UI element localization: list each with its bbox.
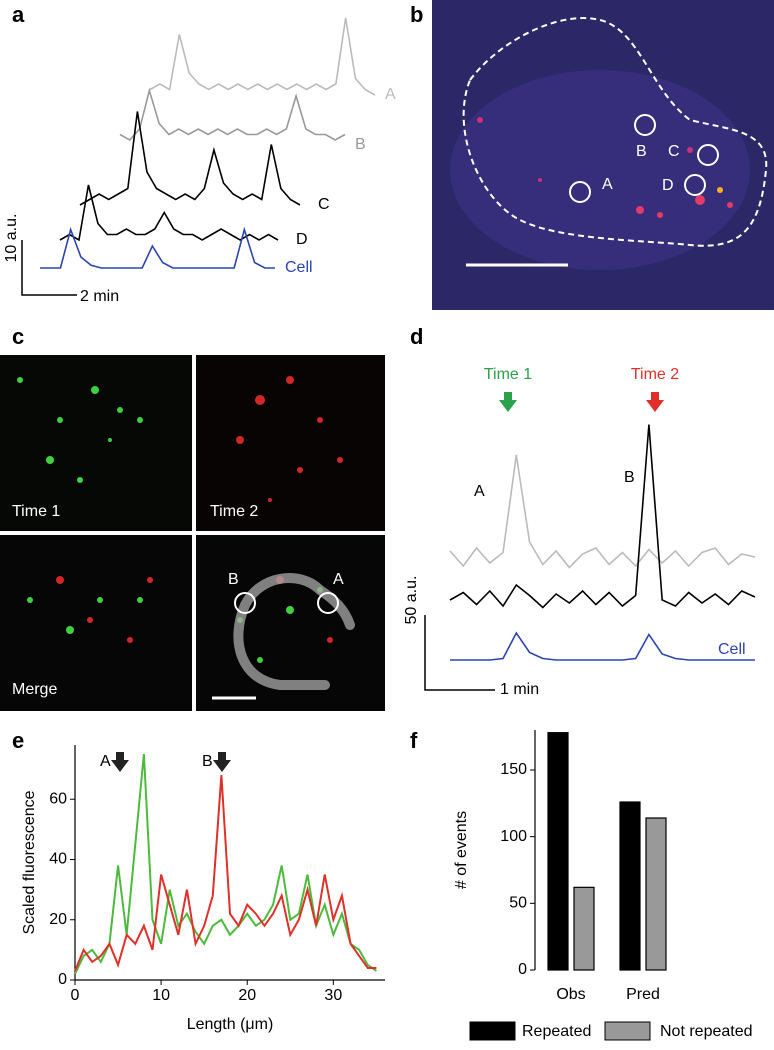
y-tick-label: 20	[49, 911, 67, 928]
trace-label: B	[355, 136, 366, 153]
trace-label: Cell	[285, 259, 313, 276]
arrow	[646, 392, 664, 412]
x-tick-label: Pred	[626, 986, 660, 1003]
axis	[74, 745, 385, 981]
bar	[645, 817, 667, 971]
panel-label: e	[12, 728, 24, 753]
bar	[547, 732, 569, 971]
trace-label: C	[318, 196, 330, 213]
y-tick-label: 50	[509, 895, 527, 912]
annotation: Time 1	[484, 366, 532, 383]
scale-bar	[424, 615, 495, 691]
legend-label: Not repeated	[660, 1023, 753, 1040]
roi-label: B	[636, 143, 647, 160]
roi-label: A	[333, 571, 344, 588]
scale-bar	[21, 240, 77, 296]
legend-swatch	[469, 1021, 516, 1041]
trace	[40, 226, 275, 269]
caption: Time 1	[12, 503, 60, 520]
y-tick-label: 0	[518, 961, 527, 978]
trace-label: D	[296, 231, 308, 248]
arrow	[499, 392, 517, 412]
y-tick-label: 100	[500, 828, 527, 845]
legend-label: Repeated	[522, 1023, 591, 1040]
x-axis-label: Length (μm)	[187, 1016, 274, 1033]
x-tick-label: Obs	[556, 986, 585, 1003]
trace-label: Cell	[718, 641, 746, 658]
bar	[619, 801, 641, 971]
x-tick-label: 10	[152, 987, 170, 1004]
y-tick-label: 0	[58, 971, 67, 988]
y-tick-label: 150	[500, 761, 527, 778]
roi-label: A	[602, 176, 613, 193]
arrow	[111, 752, 129, 772]
x-tick-label: 30	[324, 987, 342, 1004]
trace	[79, 111, 301, 206]
roi-label: D	[662, 177, 674, 194]
annotation: A	[100, 753, 111, 770]
trace-label: A	[474, 483, 485, 500]
panel-label: a	[12, 2, 25, 27]
trace	[149, 17, 376, 96]
caption: Time 2	[210, 503, 258, 520]
image-b: A B C D	[432, 0, 774, 310]
x-tick-label: 0	[71, 987, 80, 1004]
y-axis-label: Scaled fluorescence	[21, 790, 38, 934]
scale-bar-label: 50 a.u.	[403, 576, 420, 625]
image-c: Time 1 Time 2 Merge B A	[0, 355, 385, 711]
trace-label: A	[385, 86, 396, 103]
trace	[119, 87, 346, 142]
line	[74, 753, 377, 975]
trace	[449, 424, 756, 609]
panel-label: d	[410, 324, 423, 349]
scale-bar-label: 10 a.u.	[3, 214, 20, 263]
panel-label: f	[410, 728, 418, 753]
roi-label: C	[668, 143, 680, 160]
roi-label: B	[228, 571, 239, 588]
legend-swatch	[604, 1021, 651, 1041]
scale-bar-label: 1 min	[500, 681, 539, 698]
x-tick-label: 20	[238, 987, 256, 1004]
caption: Merge	[12, 681, 57, 698]
annotation: B	[202, 753, 213, 770]
trace	[450, 631, 755, 661]
arrow	[213, 752, 231, 772]
bar	[573, 886, 595, 971]
panel-label: b	[410, 2, 423, 27]
scale-bar-label: 2 min	[80, 288, 119, 305]
panel-label: c	[12, 324, 24, 349]
y-tick-label: 40	[49, 851, 67, 868]
trace-label: B	[624, 469, 635, 486]
trace	[449, 454, 756, 569]
y-tick-label: 60	[49, 790, 67, 807]
annotation: Time 2	[631, 366, 679, 383]
y-axis-label: # of events	[453, 811, 470, 889]
line	[74, 775, 377, 972]
